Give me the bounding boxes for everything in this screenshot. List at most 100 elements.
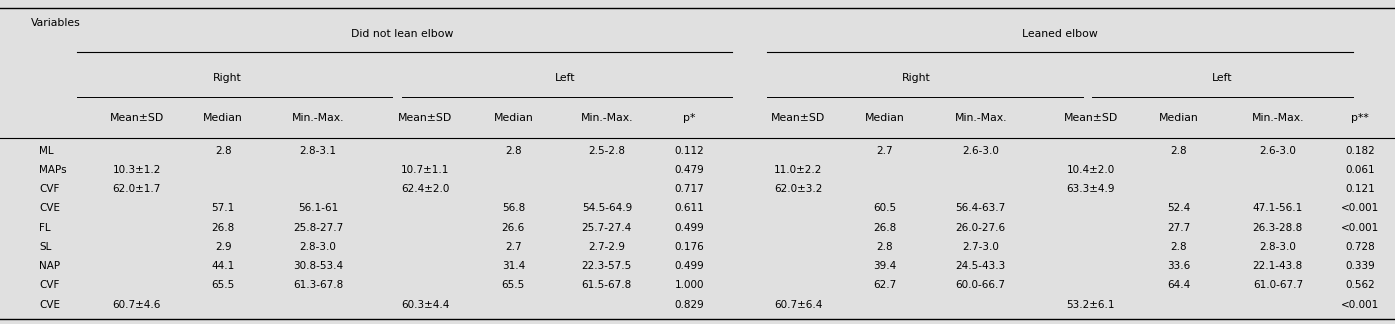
Text: 2.9: 2.9 <box>215 242 232 252</box>
Text: <0.001: <0.001 <box>1341 300 1380 309</box>
Text: 2.7: 2.7 <box>876 146 893 156</box>
Text: 39.4: 39.4 <box>873 261 896 271</box>
Text: 2.6-3.0: 2.6-3.0 <box>1260 146 1296 156</box>
Text: 0.176: 0.176 <box>674 242 704 252</box>
Text: 31.4: 31.4 <box>502 261 525 271</box>
Text: 30.8-53.4: 30.8-53.4 <box>293 261 343 271</box>
Text: 60.7±4.6: 60.7±4.6 <box>113 300 160 309</box>
Text: Did not lean elbow: Did not lean elbow <box>350 29 453 39</box>
Text: 2.8: 2.8 <box>505 146 522 156</box>
Text: 56.1-61: 56.1-61 <box>299 203 338 214</box>
Text: 61.3-67.8: 61.3-67.8 <box>293 280 343 290</box>
Text: 26.0-27.6: 26.0-27.6 <box>956 223 1006 233</box>
Text: 52.4: 52.4 <box>1168 203 1190 214</box>
Text: 10.7±1.1: 10.7±1.1 <box>402 165 449 175</box>
Text: 0.562: 0.562 <box>1345 280 1375 290</box>
Text: Min.-Max.: Min.-Max. <box>1251 113 1304 123</box>
Text: 54.5-64.9: 54.5-64.9 <box>582 203 632 214</box>
Text: 2.8: 2.8 <box>1170 146 1187 156</box>
Text: Median: Median <box>865 113 904 123</box>
Text: 0.182: 0.182 <box>1345 146 1375 156</box>
Text: 60.3±4.4: 60.3±4.4 <box>402 300 449 309</box>
Text: CVF: CVF <box>39 184 60 194</box>
Text: p*: p* <box>684 113 695 123</box>
Text: Mean±SD: Mean±SD <box>771 113 824 123</box>
Text: p**: p** <box>1352 113 1368 123</box>
Text: 25.7-27.4: 25.7-27.4 <box>582 223 632 233</box>
Text: 2.8-3.0: 2.8-3.0 <box>1260 242 1296 252</box>
Text: Mean±SD: Mean±SD <box>399 113 452 123</box>
Text: Variables: Variables <box>31 18 81 28</box>
Text: 26.8: 26.8 <box>873 223 896 233</box>
Text: Right: Right <box>903 73 930 83</box>
Text: 47.1-56.1: 47.1-56.1 <box>1253 203 1303 214</box>
Text: <0.001: <0.001 <box>1341 223 1380 233</box>
Text: 60.5: 60.5 <box>873 203 896 214</box>
Text: 2.8: 2.8 <box>215 146 232 156</box>
Text: 60.0-66.7: 60.0-66.7 <box>956 280 1006 290</box>
Text: ML: ML <box>39 146 53 156</box>
Text: Right: Right <box>213 73 241 83</box>
Text: 26.3-28.8: 26.3-28.8 <box>1253 223 1303 233</box>
Text: 0.728: 0.728 <box>1345 242 1375 252</box>
Text: 0.061: 0.061 <box>1345 165 1375 175</box>
Text: 2.8: 2.8 <box>876 242 893 252</box>
Text: 2.8-3.0: 2.8-3.0 <box>300 242 336 252</box>
Text: FL: FL <box>39 223 50 233</box>
Text: NAP: NAP <box>39 261 60 271</box>
Text: 26.6: 26.6 <box>502 223 525 233</box>
Text: CVE: CVE <box>39 203 60 214</box>
Text: 2.7: 2.7 <box>505 242 522 252</box>
Text: Min.-Max.: Min.-Max. <box>954 113 1007 123</box>
Text: 64.4: 64.4 <box>1168 280 1190 290</box>
Text: 0.121: 0.121 <box>1345 184 1375 194</box>
Text: Mean±SD: Mean±SD <box>1064 113 1117 123</box>
Text: 56.4-63.7: 56.4-63.7 <box>956 203 1006 214</box>
Text: Median: Median <box>1159 113 1198 123</box>
Text: 2.8-3.1: 2.8-3.1 <box>300 146 336 156</box>
Text: 25.8-27.7: 25.8-27.7 <box>293 223 343 233</box>
Text: 0.112: 0.112 <box>674 146 704 156</box>
Text: SL: SL <box>39 242 52 252</box>
Text: 2.7-3.0: 2.7-3.0 <box>963 242 999 252</box>
Text: 0.499: 0.499 <box>674 261 704 271</box>
Text: <0.001: <0.001 <box>1341 203 1380 214</box>
Text: 27.7: 27.7 <box>1168 223 1190 233</box>
Text: 60.7±6.4: 60.7±6.4 <box>774 300 822 309</box>
Text: 10.4±2.0: 10.4±2.0 <box>1067 165 1115 175</box>
Text: Mean±SD: Mean±SD <box>110 113 163 123</box>
Text: Median: Median <box>204 113 243 123</box>
Text: 44.1: 44.1 <box>212 261 234 271</box>
Text: 0.339: 0.339 <box>1345 261 1375 271</box>
Text: 61.5-67.8: 61.5-67.8 <box>582 280 632 290</box>
Text: 65.5: 65.5 <box>212 280 234 290</box>
Text: 63.3±4.9: 63.3±4.9 <box>1067 184 1115 194</box>
Text: Left: Left <box>555 73 575 83</box>
Text: 2.5-2.8: 2.5-2.8 <box>589 146 625 156</box>
Text: 26.8: 26.8 <box>212 223 234 233</box>
Text: 0.829: 0.829 <box>674 300 704 309</box>
Text: CVF: CVF <box>39 280 60 290</box>
Text: Min.-Max.: Min.-Max. <box>292 113 345 123</box>
Text: 1.000: 1.000 <box>674 280 704 290</box>
Text: 22.3-57.5: 22.3-57.5 <box>582 261 632 271</box>
Text: 0.717: 0.717 <box>674 184 704 194</box>
Text: 11.0±2.2: 11.0±2.2 <box>774 165 822 175</box>
Text: 10.3±1.2: 10.3±1.2 <box>113 165 160 175</box>
Text: 22.1-43.8: 22.1-43.8 <box>1253 261 1303 271</box>
Text: 61.0-67.7: 61.0-67.7 <box>1253 280 1303 290</box>
Text: Leaned elbow: Leaned elbow <box>1023 29 1098 39</box>
Text: 0.499: 0.499 <box>674 223 704 233</box>
Text: Left: Left <box>1212 73 1232 83</box>
Text: 2.8: 2.8 <box>1170 242 1187 252</box>
Text: 0.611: 0.611 <box>674 203 704 214</box>
Text: 62.0±1.7: 62.0±1.7 <box>113 184 160 194</box>
Text: CVE: CVE <box>39 300 60 309</box>
Text: 2.7-2.9: 2.7-2.9 <box>589 242 625 252</box>
Text: 2.6-3.0: 2.6-3.0 <box>963 146 999 156</box>
Text: Min.-Max.: Min.-Max. <box>580 113 633 123</box>
Text: 53.2±6.1: 53.2±6.1 <box>1067 300 1115 309</box>
Text: 62.7: 62.7 <box>873 280 896 290</box>
Text: MAPs: MAPs <box>39 165 67 175</box>
Text: 33.6: 33.6 <box>1168 261 1190 271</box>
